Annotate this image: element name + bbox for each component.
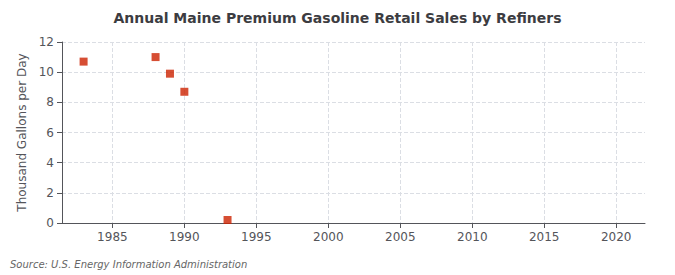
svg-text:2010: 2010 (457, 230, 488, 244)
svg-text:1985: 1985 (97, 230, 128, 244)
svg-text:0: 0 (46, 216, 54, 230)
svg-text:Annual Maine Premium Gasoline: Annual Maine Premium Gasoline Retail Sal… (114, 10, 562, 26)
svg-text:10: 10 (39, 65, 54, 79)
svg-text:12: 12 (39, 35, 54, 49)
svg-text:Source: U.S. Energy Informatio: Source: U.S. Energy Information Administ… (10, 259, 247, 270)
svg-text:1995: 1995 (241, 230, 272, 244)
svg-text:2015: 2015 (529, 230, 560, 244)
svg-text:6: 6 (46, 126, 54, 140)
svg-text:1990: 1990 (169, 230, 200, 244)
svg-text:8: 8 (46, 95, 54, 109)
svg-text:2005: 2005 (385, 230, 416, 244)
svg-text:4: 4 (46, 156, 54, 170)
svg-text:Thousand Gallons per Day: Thousand Gallons per Day (15, 53, 29, 212)
svg-text:2000: 2000 (313, 230, 344, 244)
svg-text:2020: 2020 (601, 230, 632, 244)
svg-text:2: 2 (46, 186, 54, 200)
